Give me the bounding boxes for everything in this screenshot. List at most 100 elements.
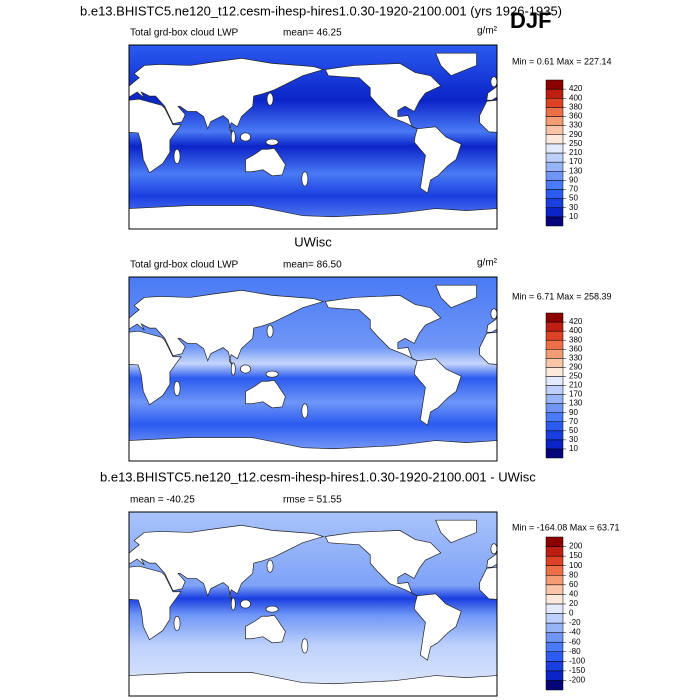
colorbar-box	[545, 349, 564, 359]
panel-left-label: mean = -40.25	[130, 495, 195, 506]
map	[112, 45, 700, 231]
colorbar-label: 50	[569, 194, 578, 203]
colorbar-label: -100	[569, 656, 586, 665]
colorbar-label: 330	[569, 121, 583, 130]
colorbar-label: 80	[569, 570, 578, 579]
colorbar-label: 360	[569, 112, 583, 121]
unit-label: g/m²	[477, 258, 498, 269]
colorbar-label: 100	[569, 561, 583, 570]
colorbar-box	[545, 358, 564, 368]
colorbar-box	[545, 613, 564, 624]
colorbar-box	[545, 161, 564, 172]
colorbar-box	[545, 555, 564, 566]
colorbar-box	[545, 421, 564, 432]
colorbar-box	[545, 98, 564, 108]
colorbar-box	[545, 403, 564, 413]
colorbar-box	[545, 79, 564, 90]
colorbar-box	[545, 376, 564, 386]
colorbar-box	[545, 680, 564, 691]
colorbar-label: 90	[569, 175, 578, 184]
map-frame	[129, 512, 497, 696]
panel-center-label: mean= 46.25	[283, 28, 342, 39]
colorbar-label: 60	[569, 580, 578, 589]
colorbar-box	[545, 448, 564, 459]
colorbar-label: -80	[569, 647, 581, 656]
colorbar-box	[545, 216, 564, 227]
colorbar-label: 130	[569, 166, 583, 175]
colorbar-box	[545, 189, 564, 199]
colorbar-box	[545, 107, 564, 117]
min-max-label: Min = 0.61 Max = 227.14	[512, 56, 612, 66]
map-clip	[129, 45, 498, 230]
colorbar-label: 200	[569, 542, 583, 551]
map-frame	[129, 45, 497, 229]
colorbar-label: 0	[569, 609, 574, 618]
colorbar-box	[545, 367, 564, 377]
colorbar-box	[545, 385, 564, 395]
colorbar-label: -20	[569, 618, 581, 627]
figure-title: b.e13.BHISTC5.ne120_t12.cesm-ihesp-hires…	[80, 3, 562, 18]
colorbar-label: -150	[569, 666, 586, 675]
colorbar-box	[545, 125, 564, 135]
colorbar-box	[545, 575, 564, 586]
map	[112, 512, 700, 698]
colorbar-label: 10	[569, 212, 578, 221]
colorbar-box	[545, 143, 564, 154]
colorbar-label: -60	[569, 637, 581, 646]
panel-left-label: Total grd-box cloud LWP	[130, 28, 239, 39]
colorbar-box	[545, 321, 564, 332]
continents	[479, 519, 498, 697]
colorbar-label: 360	[569, 344, 583, 353]
min-max-label: Min = 6.71 Max = 258.39	[512, 291, 612, 301]
panel-title: UWisc	[294, 234, 332, 249]
colorbar-label: 330	[569, 353, 583, 362]
colorbar-label: 70	[569, 185, 578, 194]
colorbar-label: 380	[569, 335, 583, 344]
colorbar-label: 90	[569, 408, 578, 417]
colorbar-box	[545, 330, 564, 341]
colorbar-box	[545, 207, 564, 218]
continents	[479, 52, 498, 230]
colorbar-label: -40	[569, 628, 581, 637]
colorbar-box	[545, 641, 564, 652]
colorbar-label: 420	[569, 317, 583, 326]
colorbar-box	[545, 412, 564, 422]
colorbar-label: 170	[569, 390, 583, 399]
colorbar-label: 210	[569, 148, 583, 157]
colorbar-label: 150	[569, 551, 583, 560]
colorbar-label: 70	[569, 417, 578, 426]
colorbar-box	[545, 394, 564, 404]
colorbar-label: 290	[569, 362, 583, 371]
colorbar-box	[545, 339, 564, 350]
colorbar-box	[545, 171, 564, 181]
map-frame	[129, 277, 497, 461]
colorbar-label: 130	[569, 399, 583, 408]
colorbar-label: 400	[569, 326, 583, 335]
colorbar-label: 400	[569, 93, 583, 102]
map-clip	[129, 512, 498, 697]
colorbar-box	[545, 661, 564, 672]
colorbar-box	[545, 134, 564, 145]
colorbar-label: 30	[569, 203, 578, 212]
colorbar-label: 210	[569, 381, 583, 390]
colorbar-label: 250	[569, 372, 583, 381]
colorbar-label: 30	[569, 435, 578, 444]
colorbar-box	[545, 536, 564, 547]
colorbar-box	[545, 116, 564, 126]
colorbar-box	[545, 565, 564, 576]
panel-center-label: mean= 86.50	[283, 260, 342, 271]
colorbar-box	[545, 430, 564, 441]
colorbar-label: 420	[569, 84, 583, 93]
colorbar-box	[545, 651, 564, 662]
colorbar-label: -200	[569, 676, 586, 685]
colorbar-box	[545, 546, 564, 557]
colorbar-box	[545, 88, 564, 99]
colorbar-label: 170	[569, 157, 583, 166]
colorbar-label: 290	[569, 130, 583, 139]
unit-label: g/m²	[477, 26, 498, 37]
colorbar-box	[545, 622, 564, 633]
map-clip	[129, 277, 498, 462]
colorbar-box	[545, 312, 564, 323]
colorbar-box	[545, 670, 564, 681]
